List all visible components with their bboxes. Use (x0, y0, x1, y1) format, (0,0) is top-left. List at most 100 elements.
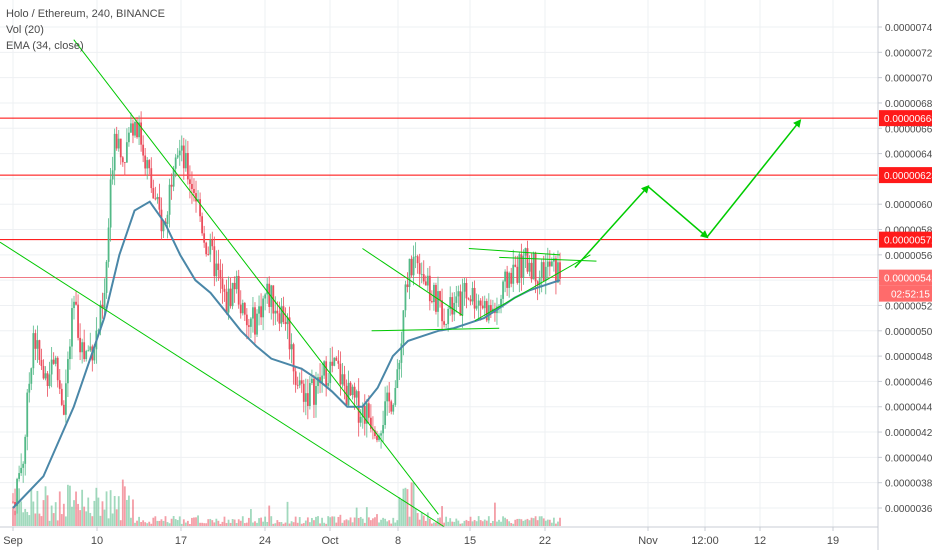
volume-bar (178, 516, 181, 526)
candle-body (217, 263, 220, 270)
volume-bar (496, 521, 498, 526)
volume-bar (176, 520, 179, 526)
volume-bar (331, 516, 334, 526)
candle-body (256, 313, 258, 335)
candle-body (528, 262, 531, 272)
volume-bar (349, 517, 352, 526)
volume-bar (243, 523, 246, 526)
price-tags: 0.00000668 0.00000623 0.00000572 0.00000542… (879, 110, 932, 302)
volume-bar (347, 520, 350, 526)
volume-bar (457, 520, 460, 526)
volume-bar (475, 521, 478, 526)
projection-arrow (706, 119, 802, 238)
candle-body (477, 300, 480, 306)
trendline (73, 39, 439, 515)
time-tick-label: Sep (3, 535, 23, 547)
candle-body (160, 209, 163, 232)
candle-body (331, 361, 334, 366)
volume-bar (402, 488, 405, 526)
volume-bar (247, 517, 250, 526)
candle-body (510, 272, 513, 284)
candle-body (412, 256, 415, 276)
legend-title[interactable]: Holo / Ethereum, 240, BINANCE (6, 8, 165, 20)
candle-body (548, 261, 551, 267)
volume-bar (351, 522, 354, 526)
volume-bar (451, 521, 454, 526)
volume-bar (534, 516, 537, 526)
candle-body (75, 301, 77, 305)
legend-ema[interactable]: EMA (34, close) (6, 40, 84, 52)
volume-bar (134, 522, 136, 526)
volume-bar (369, 520, 372, 526)
volume-bar (99, 515, 102, 526)
candle-body (443, 321, 445, 325)
candle-body (46, 373, 49, 387)
volume-bar (479, 520, 482, 526)
volume-bar (239, 520, 242, 526)
level-price-tag (879, 167, 932, 184)
candle-body (154, 198, 157, 200)
candle-body (107, 227, 110, 262)
candle-body (258, 306, 260, 314)
candle-body (42, 365, 45, 379)
volume-bar (227, 519, 230, 526)
volume-bar (491, 520, 494, 526)
candle-body (396, 369, 399, 389)
volume-bar (550, 522, 553, 526)
candle-body (36, 340, 39, 349)
candle-body (313, 378, 315, 405)
volume-bar (292, 522, 295, 526)
level-price-tag (879, 231, 932, 248)
volume-bar (404, 487, 407, 526)
candle-body (339, 363, 342, 385)
volume-bar (168, 523, 171, 526)
volume-bar (125, 499, 128, 526)
candle-body (557, 262, 559, 283)
volume-bar (319, 523, 321, 526)
volume-bar (52, 513, 55, 526)
candle-body (140, 122, 143, 145)
candle-body (233, 282, 236, 290)
volume-bar (390, 523, 393, 526)
volume-bar (555, 523, 557, 526)
candle-body (400, 343, 403, 363)
candle-body (349, 382, 352, 396)
candle-body (376, 436, 378, 441)
time-tick-label: Oct (321, 535, 338, 547)
candle-body (382, 425, 384, 434)
candle-body (390, 401, 393, 412)
volume-bar (38, 513, 41, 526)
candle-body (532, 252, 535, 280)
volume-bar (34, 513, 37, 526)
trendline (468, 248, 561, 256)
volume-bar (42, 500, 45, 526)
candle-body (99, 304, 102, 330)
candle-body (296, 384, 299, 386)
time-axis[interactable]: Sep 10 17 24 Oct 8 15 22 Nov 12:00 12 19 (0, 526, 878, 547)
volume-bar (56, 520, 59, 526)
price-tick-label: 0.00000740 (885, 23, 932, 34)
volume-bar (193, 517, 195, 526)
candle-body (345, 385, 348, 406)
volume-bar (113, 495, 116, 526)
candle-body (416, 256, 419, 264)
candle-body (73, 301, 75, 309)
candle-body (191, 183, 193, 189)
candle-body (323, 361, 326, 376)
volume-bar (81, 489, 84, 526)
volume-bar (148, 521, 151, 526)
candle-body (367, 403, 370, 418)
volume-bar (117, 496, 120, 526)
candle-body (534, 252, 537, 282)
volume-bar (433, 522, 435, 526)
legend-volume[interactable]: Vol (20) (6, 24, 44, 36)
candle-body (162, 221, 165, 232)
volume-bar (101, 501, 104, 526)
candle-body (526, 248, 529, 272)
volume-bar (30, 489, 33, 526)
candle-body (207, 254, 210, 255)
